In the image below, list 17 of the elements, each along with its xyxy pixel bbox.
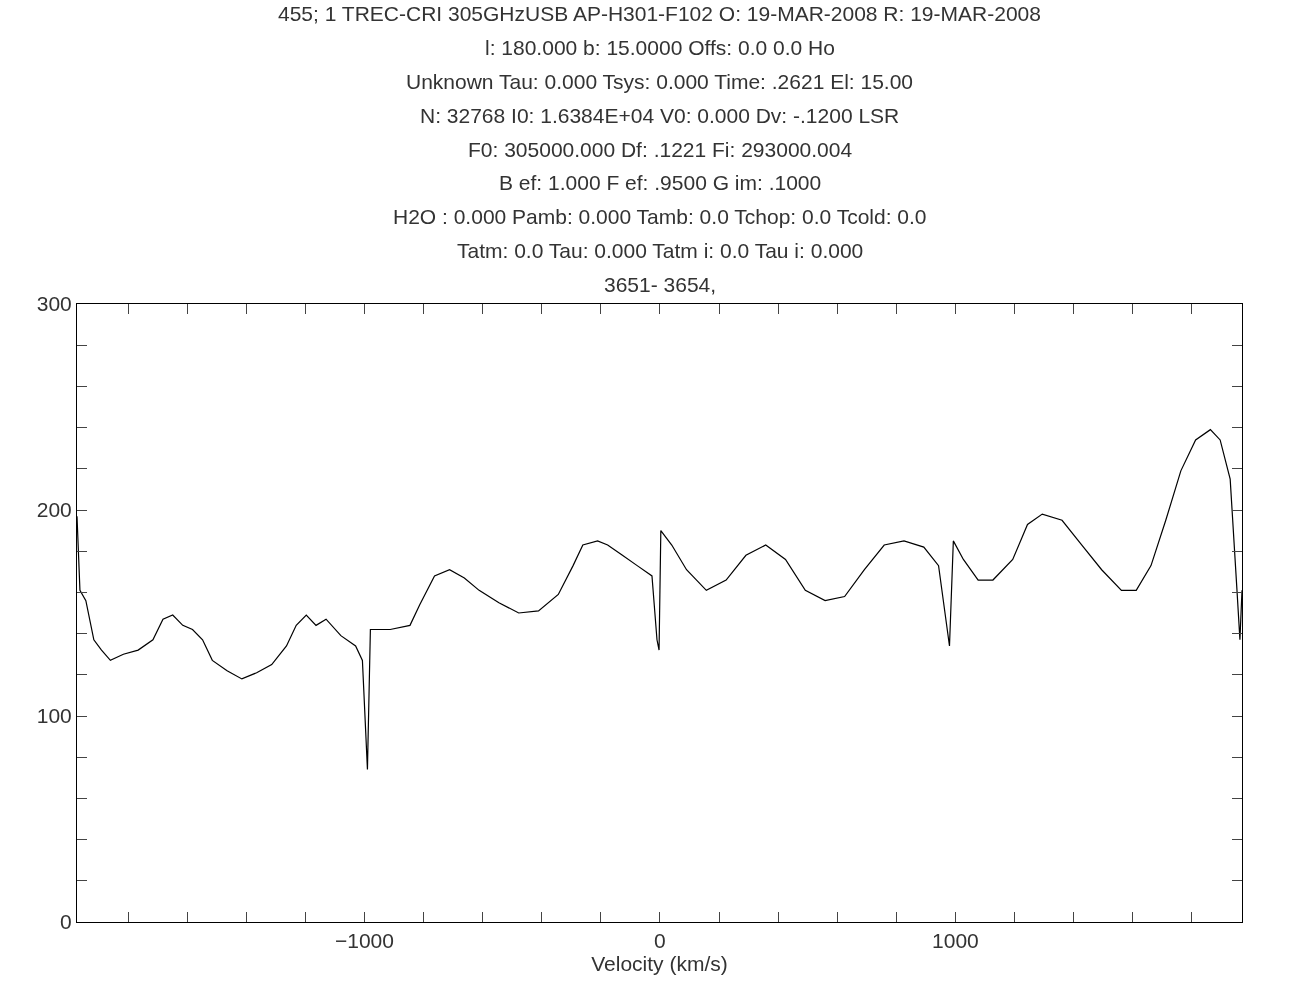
text: H2O : 0.000 Pamb: 0.000 Tamb: 0.0 Tchop: 0.0 Tcold: 0.0 bbox=[393, 205, 927, 228]
y-tick-label: 100 bbox=[36, 704, 72, 728]
text: B ef: 1.000 F ef: .9500 G im: .1000 bbox=[499, 171, 822, 194]
text: Tatm: 0.0 Tau: 0.000 Tatm i: 0.0 Tau i: 0.000 bbox=[457, 239, 864, 262]
x-axis-title: Velocity (km/s) bbox=[591, 952, 728, 976]
y-tick-label: 300 bbox=[36, 292, 72, 316]
y-tick-label: 0 bbox=[60, 910, 72, 934]
x-tick-label: −1000 bbox=[334, 929, 394, 953]
x-tick-label: 1000 bbox=[932, 929, 979, 953]
text: F0: 305000.000 Df: .1221 Fi: 293000.004 bbox=[468, 138, 853, 161]
x-tick-label: 0 bbox=[654, 929, 666, 953]
text: 455; 1 TREC-CRI 305GHzUSB AP-H301-F102 O: 19-MAR-2008 R: 19-MAR-2008 bbox=[278, 2, 1041, 25]
text: l: 180.000 b: 15.0000 Offs: 0.0 0.0 Ho bbox=[485, 36, 835, 59]
text: Unknown Tau: 0.000 Tsys: 0.000 Time: .2621 El: 15.00 bbox=[406, 70, 914, 93]
text: N: 32768 I0: 1.6384E+04 V0: 0.000 Dv: -.1200 LSR bbox=[420, 104, 900, 127]
text: 3651- 3654, bbox=[604, 273, 717, 296]
y-tick-label: 200 bbox=[36, 498, 72, 522]
